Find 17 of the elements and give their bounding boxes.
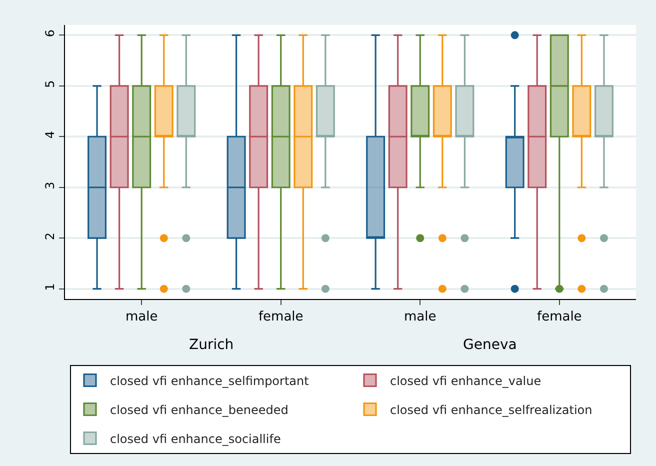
legend-label: closed vfi enhance_value <box>390 374 542 388</box>
y-tick-label: 3 <box>43 182 58 190</box>
legend-label: closed vfi enhance_selfrealization <box>390 402 592 417</box>
y-tick-label: 1 <box>43 283 58 291</box>
x-tick-label: female <box>258 310 304 325</box>
y-tick-label: 5 <box>43 80 58 88</box>
legend-label: closed vfi enhance_sociallife <box>110 432 281 446</box>
y-tick-label: 2 <box>43 232 58 240</box>
y-tick-label: 4 <box>43 131 58 139</box>
text: Geneva <box>463 337 517 353</box>
x-tick-label: female <box>536 310 582 325</box>
y-tick-label: 6 <box>43 30 58 38</box>
legend-label: closed vfi enhance_beneeded <box>110 402 288 417</box>
text: Zurich <box>189 337 234 353</box>
legend-label: closed vfi enhance_selfimportant <box>110 374 310 388</box>
x-tick-label: male <box>404 310 436 325</box>
x-tick-label: male <box>125 310 158 325</box>
